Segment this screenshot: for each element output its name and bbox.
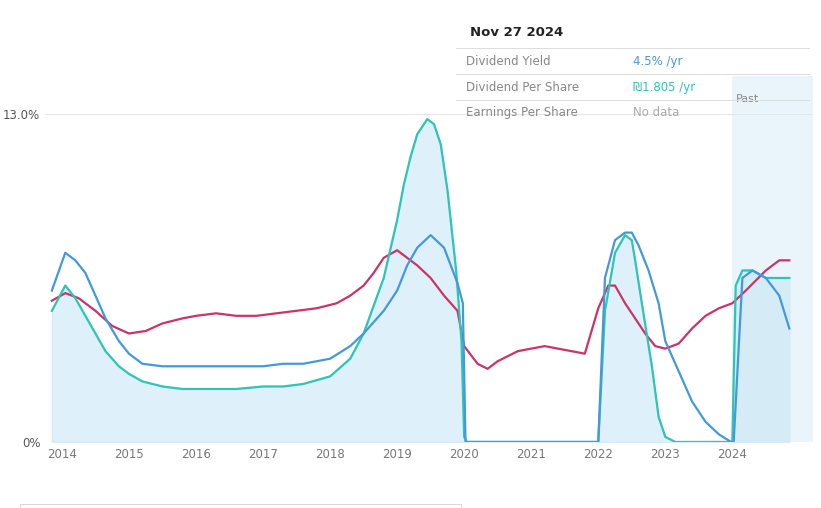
Text: Past: Past [736, 94, 759, 104]
Text: Earnings Per Share: Earnings Per Share [466, 106, 578, 119]
Text: ₪1.805 /yr: ₪1.805 /yr [633, 81, 695, 94]
Text: Nov 27 2024: Nov 27 2024 [470, 26, 563, 39]
Legend: Dividend Yield, Dividend Per Share, Earnings Per Share: Dividend Yield, Dividend Per Share, Earn… [21, 504, 461, 508]
Text: Dividend Per Share: Dividend Per Share [466, 81, 580, 94]
Text: 4.5% /yr: 4.5% /yr [633, 55, 682, 68]
Text: No data: No data [633, 106, 679, 119]
Text: Dividend Yield: Dividend Yield [466, 55, 551, 68]
Bar [732, 76, 813, 442]
